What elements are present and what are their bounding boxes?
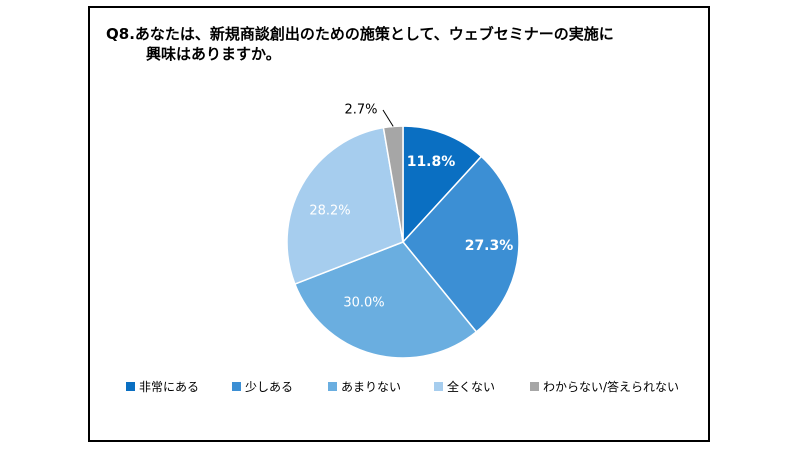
pie-leader-lines — [382, 109, 394, 127]
legend-item-2: あまりない — [328, 378, 401, 395]
legend-item-1: 少しある — [232, 378, 293, 395]
pie-slice-3 — [286, 126, 404, 285]
legend-swatch-3 — [434, 382, 443, 391]
legend-swatch-4 — [530, 382, 539, 391]
pie-slice-0 — [402, 125, 483, 244]
legend-label-0: 非常にある — [139, 380, 200, 394]
legend-label-2: あまりない — [341, 380, 402, 394]
legend-label-4: わからない/答えられない — [543, 380, 680, 394]
chart-title: Q8.あなたは、新規商談創出のための施策として、ウェブセミナーの実施に 興味はあ… — [106, 24, 696, 64]
chart-legend: 非常にある 少しある あまりない 全くない わからない/答えられない — [126, 378, 706, 398]
pie-data-label-0: 11.8% — [407, 154, 456, 170]
pie-slice-1 — [402, 155, 520, 333]
legend-item-4: わからない/答えられない — [530, 378, 679, 395]
pie-slice-2 — [293, 241, 478, 359]
chart-title-line2: 興味はありますか。 — [146, 45, 281, 63]
legend-label-1: 少しある — [245, 380, 294, 394]
pie-data-label-1: 27.3% — [465, 238, 514, 254]
pie-data-label-3: 28.2% — [309, 204, 350, 219]
pie-slices — [286, 125, 520, 359]
legend-swatch-0 — [126, 382, 135, 391]
legend-swatch-1 — [232, 382, 241, 391]
legend-item-3: 全くない — [434, 378, 495, 395]
pie-data-label-2: 30.0% — [343, 296, 384, 311]
pie-data-label-4: 2.7% — [344, 103, 377, 118]
pie-data-labels: 11.8% 27.3% 30.0% 28.2% 2.7% — [309, 103, 513, 311]
legend-swatch-2 — [328, 382, 337, 391]
pie-leader-line-4 — [382, 109, 394, 127]
legend-label-3: 全くない — [447, 380, 496, 394]
legend-item-0: 非常にある — [126, 378, 199, 395]
chart-title-line1: Q8.あなたは、新規商談創出のための施策として、ウェブセミナーの実施に — [106, 25, 614, 43]
